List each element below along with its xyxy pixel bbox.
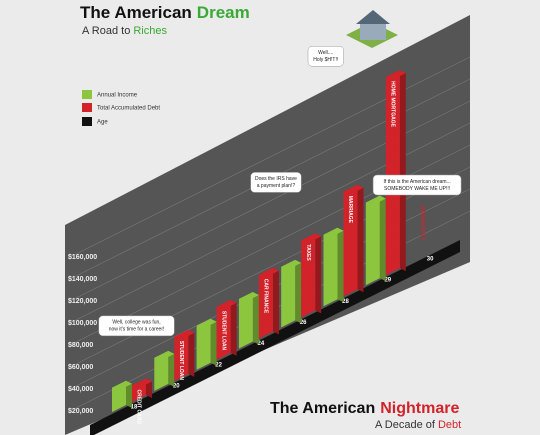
legend-label: Total Accumulated Debt — [97, 106, 160, 112]
bar — [301, 233, 316, 318]
bar — [216, 299, 231, 360]
bubble-text: SOMEBODY WAKE ME UP!!! — [384, 186, 450, 192]
bubble-text: a payment plan!? — [257, 183, 296, 189]
bar-side — [379, 195, 386, 282]
bubble-text: Holy $H!T!! — [313, 57, 338, 63]
speech-bubble — [98, 315, 175, 337]
bar — [385, 70, 400, 276]
y-tick-label: $60,000 — [68, 364, 93, 371]
y-tick-label: $140,000 — [68, 276, 97, 283]
bar-side — [315, 233, 322, 314]
bar-side — [188, 329, 195, 377]
debt-label: CAR FINANCE — [263, 279, 269, 314]
bar — [238, 292, 253, 349]
footer-title: The American Nightmare — [270, 400, 459, 417]
bar — [323, 227, 338, 307]
bar-side — [252, 292, 259, 345]
legend-swatch — [82, 90, 92, 99]
bar-side — [126, 380, 132, 408]
debt-label: CREDIT CARD — [136, 390, 142, 425]
bubble-text: now it's time for a career! — [109, 327, 165, 333]
speech-bubble — [372, 174, 462, 196]
age-label: 30 — [427, 257, 434, 263]
bar — [154, 350, 169, 391]
bar — [365, 195, 380, 286]
bar-side — [337, 227, 344, 303]
bar-side — [168, 350, 175, 387]
bar — [281, 259, 296, 328]
legend-swatch — [82, 103, 92, 112]
bar-side — [272, 267, 279, 335]
bar — [343, 184, 358, 297]
age-label: 29 — [384, 278, 391, 284]
age-label: 24 — [258, 341, 265, 347]
bubble-text: Well, college was fun, — [112, 320, 160, 326]
debt-label: MARRIAGE — [347, 196, 353, 224]
debt-label: TAXES — [305, 244, 311, 261]
house-icon — [346, 10, 398, 48]
age-label: 20 — [173, 383, 180, 389]
debt-label: BANKRUPTCY — [419, 206, 425, 242]
bar — [112, 380, 126, 412]
age-label: 22 — [215, 362, 222, 368]
bar — [132, 378, 146, 402]
age-swatch — [82, 117, 92, 126]
bar-side — [210, 318, 217, 366]
y-tick-label: $20,000 — [68, 408, 93, 415]
bar-side — [295, 259, 302, 324]
bubble-text: If this is the American dream... — [383, 179, 450, 185]
age-label: 26 — [300, 320, 307, 326]
legend-label: Annual Income — [97, 93, 138, 99]
bar — [258, 267, 273, 339]
y-tick-label: $120,000 — [68, 298, 97, 305]
y-tick-label: $80,000 — [68, 342, 93, 349]
title: The American Dream — [80, 3, 250, 22]
bar — [196, 318, 211, 370]
age-label: 18 — [131, 405, 138, 411]
debt-label: HOME MORTGAGE — [389, 81, 395, 127]
y-tick-label: $160,000 — [68, 254, 97, 261]
bar — [174, 329, 189, 381]
legend-label: Age — [97, 120, 108, 126]
speech-bubble — [307, 46, 344, 67]
footer-subtitle: A Decade of Debt — [375, 419, 461, 431]
age-label: 28 — [342, 299, 349, 305]
debt-label: STUDENT LOAN — [220, 311, 226, 351]
bar-side — [357, 184, 364, 293]
speech-bubble — [250, 172, 302, 193]
bubble-text: Well.... — [318, 50, 333, 56]
subtitle: A Road to Riches — [82, 25, 167, 37]
y-tick-label: $100,000 — [68, 320, 97, 327]
bar-side — [230, 299, 237, 356]
floor — [90, 240, 460, 435]
bar-side — [399, 70, 406, 272]
panel — [65, 15, 470, 435]
debt-label: STUDENT LOAN — [178, 341, 184, 381]
bubble-text: Does the IRS have — [255, 176, 297, 182]
y-tick-label: $40,000 — [68, 386, 93, 393]
